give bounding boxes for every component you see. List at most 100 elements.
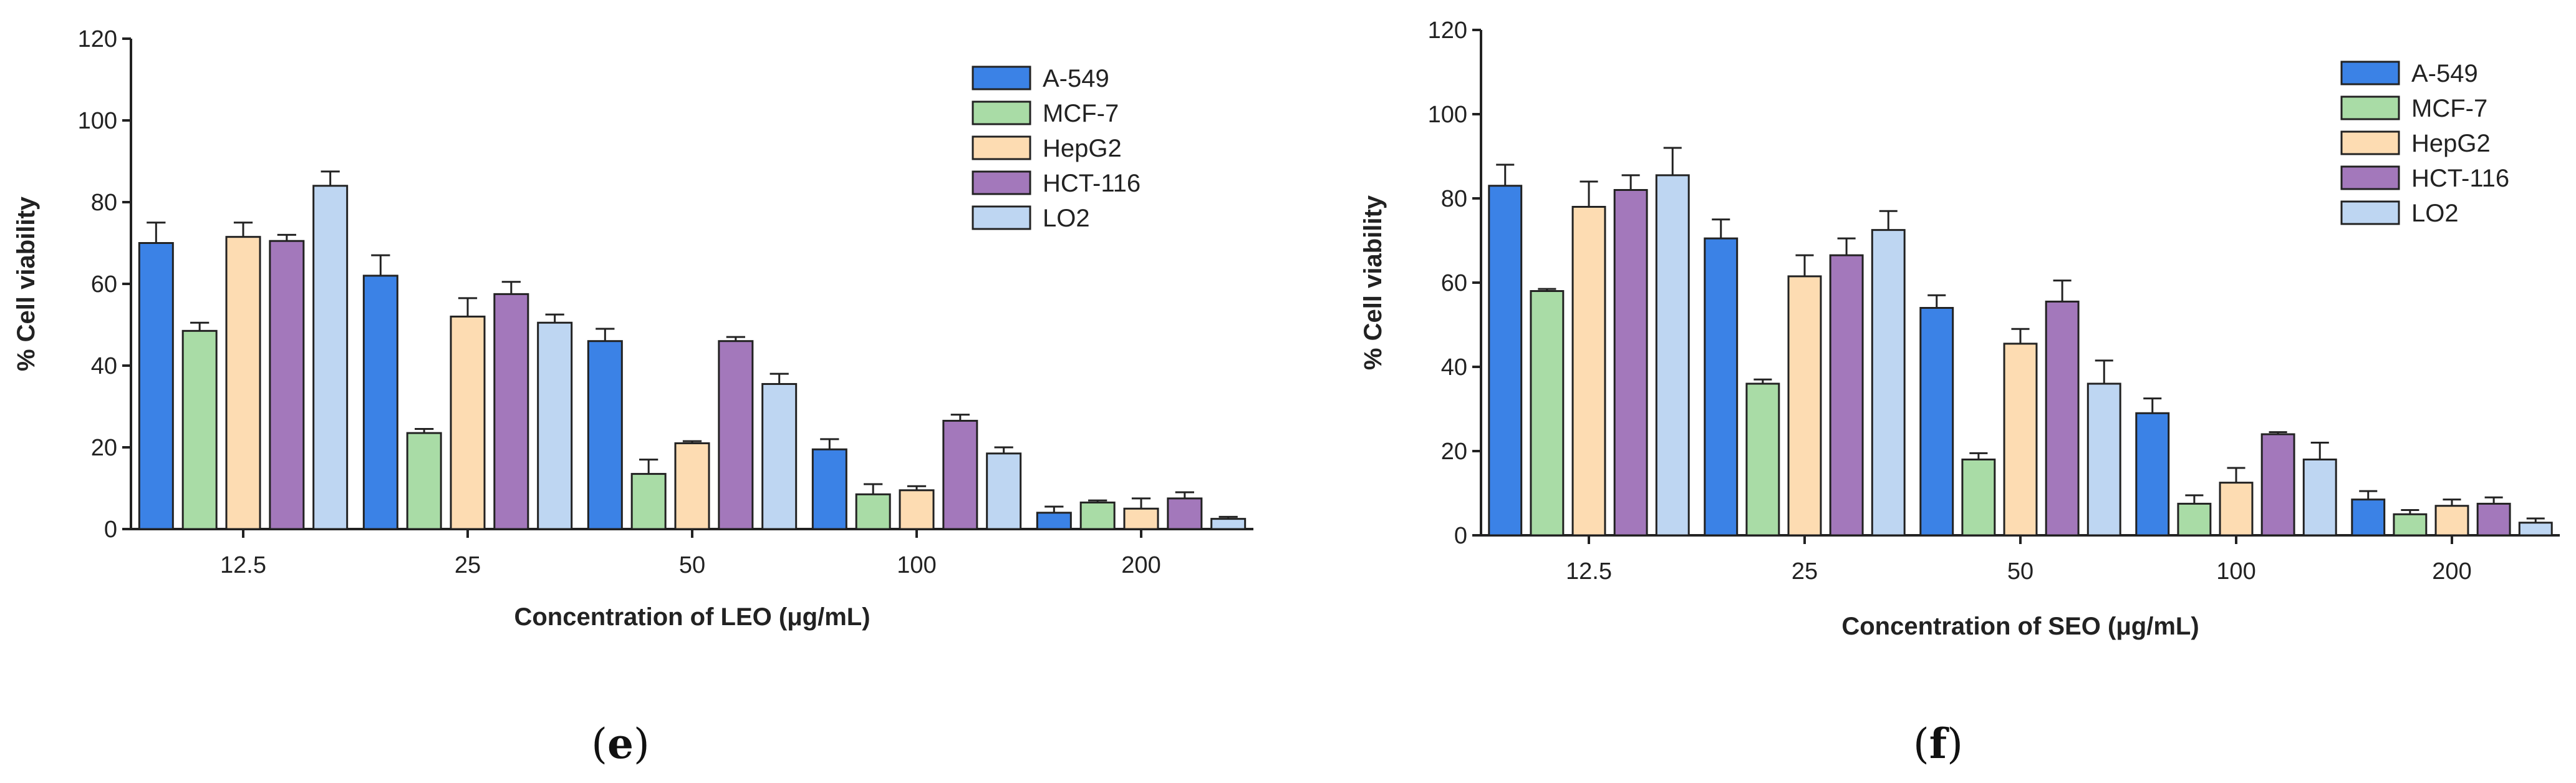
legend-swatch-mcf-7 [972,100,1031,125]
bar-hct-116-100 [2260,433,2295,537]
bar-hepg2-100 [899,489,935,530]
bar-hct-116-200 [2476,502,2511,537]
legend-swatch-lo2 [972,205,1031,230]
bar-hct-116-12.5 [269,240,305,530]
chart-panel-f: 0 20 40 60 80 100 120 12.5 25 50 100 200 % Cell viab… [1359,17,2560,768]
y-tick-label: 40 [1441,354,1467,381]
bar-lo2-25 [1871,229,1906,537]
bar-lo2-12.5 [1655,174,1690,537]
y-tick-label: 20 [1441,439,1467,465]
x-tick-label: 25 [455,552,481,578]
panel-label: (f) [1913,719,1963,768]
chart-panel-e: 0 20 40 60 80 100 120 12.5 25 50 100 200 % Cell viab… [12,26,1253,768]
y-tick-label: 80 [1441,186,1467,212]
bar-a-549-100 [811,448,847,530]
legend-swatch-a-549 [2340,61,2400,85]
y-tick-label: 80 [91,190,117,216]
bar-a-549-25 [362,275,398,530]
legend-label: LO2 [2411,200,2459,227]
y-tick-label: 0 [104,517,117,543]
bar-lo2-200 [2518,522,2553,537]
bar-hepg2-12.5 [225,236,261,530]
x-axis-title: Concentration of SEO (μg/mL) [1841,613,2199,640]
x-tick-label: 25 [1792,558,1818,585]
bar-a-549-200 [2351,498,2386,537]
legend-label: LO2 [1043,205,1090,232]
bar-lo2-100 [986,452,1022,530]
x-tick-label: 200 [2432,558,2471,585]
y-tick-label: 60 [91,271,117,298]
bar-mcf-7-12.5 [1530,290,1565,537]
bar-hct-116-100 [942,419,978,530]
legend-swatch-lo2 [2340,200,2400,225]
y-tick-label: 120 [1428,17,1467,44]
bar-lo2-50 [2086,382,2121,537]
legend-label: HCT-116 [1043,170,1141,197]
legend-label: A-549 [1043,65,1109,92]
y-tick-label: 20 [91,435,117,461]
x-tick-label: 100 [2216,558,2255,585]
bar-lo2-12.5 [312,185,349,530]
legend-label: HCT-116 [2411,165,2509,192]
bar-mcf-7-12.5 [181,329,218,530]
bar-mcf-7-50 [1961,459,1996,537]
x-axis-title: Concentration of LEO (μg/mL) [514,603,870,631]
bar-hepg2-200 [1123,507,1159,530]
legend-label: HepG2 [1043,135,1122,162]
bar-lo2-200 [1210,518,1247,530]
x-tick-label: 50 [2007,558,2033,585]
bar-lo2-50 [761,382,798,530]
bar-hct-116-12.5 [1613,189,1648,537]
y-axis-title: % Cell viability [12,196,40,371]
bar-hepg2-50 [2003,343,2038,537]
bar-hepg2-50 [674,442,710,530]
bar-hepg2-100 [2219,482,2254,537]
legend-label: A-549 [2411,60,2478,87]
bar-mcf-7-100 [2177,502,2212,537]
bar-mcf-7-100 [855,493,891,530]
bar-mcf-7-200 [1079,501,1116,530]
x-tick-label: 200 [1121,552,1160,578]
bar-hepg2-12.5 [1571,206,1606,537]
bar-hct-116-200 [1167,497,1203,530]
panel-label: (e) [591,719,650,768]
legend-swatch-hepg2 [2340,130,2400,155]
bar-hct-116-50 [2045,300,2080,537]
bar-hct-116-25 [493,293,529,530]
x-tick-label: 100 [897,552,936,578]
y-tick-label: 120 [78,26,117,52]
legend-swatch-mcf-7 [2340,95,2400,120]
bar-hepg2-200 [2434,505,2469,537]
legend-swatch-hct-116 [2340,165,2400,190]
bar-mcf-7-25 [406,432,442,530]
bar-hct-116-25 [1829,254,1864,537]
y-tick-label: 100 [78,108,117,134]
legend: A-549 MCF-7 HepG2 HCT-116 LO2 [972,65,1141,232]
legend-swatch-hepg2 [972,135,1031,160]
bar-lo2-100 [2302,459,2337,537]
bar-hepg2-25 [450,315,486,530]
x-tick-label: 50 [679,552,705,578]
bar-a-549-50 [1919,307,1954,537]
x-tick-label: 12.5 [220,552,266,578]
bar-a-549-25 [1704,237,1739,537]
bar-a-549-100 [2135,412,2170,537]
bar-a-549-50 [587,340,623,530]
bar-mcf-7-200 [2393,513,2428,537]
bar-a-549-12.5 [1488,185,1523,537]
legend-label: MCF-7 [1043,100,1119,127]
x-tick-label: 12.5 [1566,558,1612,585]
y-tick-label: 40 [91,353,117,379]
y-axis-title: % Cell viability [1359,195,1387,370]
bar-lo2-25 [537,321,573,530]
bar-hct-116-50 [718,340,754,530]
y-tick-label: 60 [1441,270,1467,296]
y-tick-label: 100 [1428,102,1467,128]
bar-mcf-7-25 [1745,382,1780,537]
bar-hepg2-25 [1787,275,1822,537]
legend-label: HepG2 [2411,130,2491,157]
legend-swatch-hct-116 [972,170,1031,195]
legend-swatch-a-549 [972,66,1031,90]
bar-a-549-200 [1036,512,1072,530]
